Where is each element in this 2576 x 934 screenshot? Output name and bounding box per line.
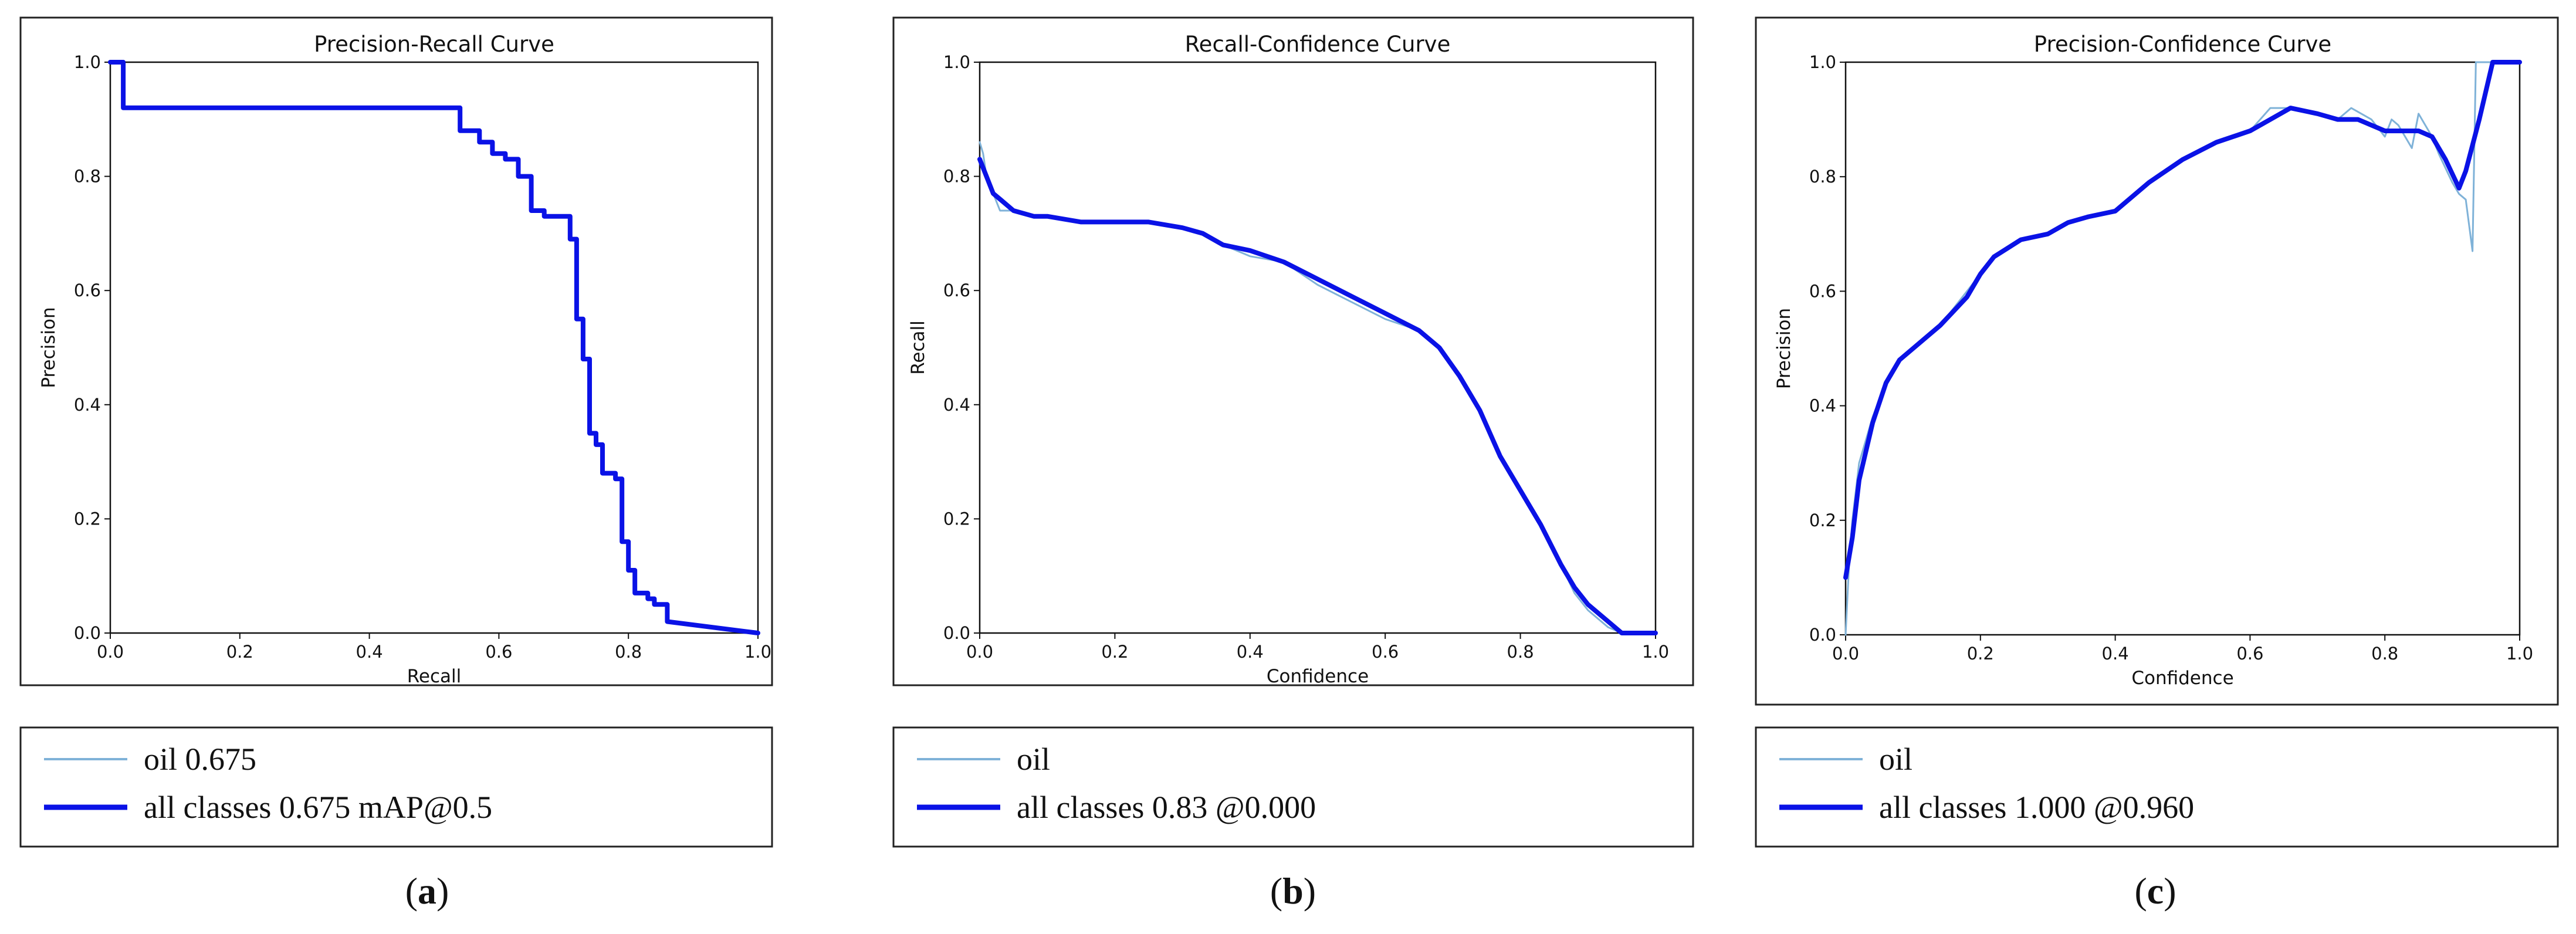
- plot-area: [979, 61, 1657, 634]
- chart-frame: [892, 16, 1694, 686]
- legend-label-all-classes: all classes 1.000 @0.960: [1879, 790, 2194, 825]
- y-axis-label: Precision: [1773, 308, 1795, 389]
- chart-frame: [19, 16, 773, 686]
- x-axis-label: Confidence: [1267, 666, 1369, 687]
- plot-area: [1844, 61, 2521, 636]
- x-tick-label: 0.6: [485, 642, 512, 662]
- x-tick-label: 0.0: [966, 642, 993, 662]
- y-tick-label: 0.8: [1809, 167, 1836, 187]
- plot-area: [109, 61, 759, 634]
- legend-label-all-classes: all classes 0.83 @0.000: [1017, 790, 1316, 825]
- chart-frame: [1755, 16, 2559, 706]
- x-axis-label: Recall: [407, 666, 462, 687]
- x-tick-label: 0.4: [1237, 642, 1264, 662]
- y-axis-label: Recall: [908, 320, 929, 375]
- x-tick-label: 0.8: [1507, 642, 1534, 662]
- series-line-all-classes: [1843, 60, 2522, 580]
- y-tick-label: 0.0: [74, 623, 101, 643]
- x-tick-label: 0.8: [615, 642, 642, 662]
- chart-panels: Precision-Recall Curve 0.0 0.2 0.4 0.6 0.8 1.0…: [19, 16, 2559, 912]
- chart-title: Precision-Confidence Curve: [2034, 32, 2331, 57]
- y-tick-label: 0.2: [1809, 510, 1836, 530]
- y-tick-label: 0.4: [1809, 396, 1836, 416]
- y-tick-label: 1.0: [943, 52, 970, 72]
- x-tick-label: 1.0: [2506, 644, 2533, 664]
- y-tick-label: 0.0: [1809, 625, 1836, 645]
- legend-frame: [1755, 726, 2559, 848]
- x-tick-label: 0.2: [1101, 642, 1128, 662]
- chart-panel-3: Precision-Confidence Curve 0.0 0.2 0.4 0.6 0.…: [1755, 16, 2559, 912]
- x-tick-label: 1.0: [744, 642, 771, 662]
- legend-label-oil: oil: [1017, 742, 1050, 777]
- y-tick-label: 0.6: [943, 280, 970, 300]
- x-tick-label: 0.6: [2236, 644, 2263, 664]
- y-tick-label: 0.8: [74, 167, 101, 187]
- chart-panel-1: Precision-Recall Curve 0.0 0.2 0.4 0.6 0.8 1.0…: [19, 16, 773, 912]
- x-tick-label: 0.0: [1832, 644, 1859, 664]
- legend: oil all classes 0.83 @0.000: [892, 726, 1694, 848]
- y-tick-label: 1.0: [74, 52, 101, 72]
- legend-label-oil: oil 0.675: [144, 742, 256, 777]
- y-tick-label: 0.4: [943, 395, 970, 415]
- y-tick-label: 1.0: [1809, 52, 1836, 72]
- y-tick-label: 0.6: [1809, 281, 1836, 301]
- legend-label-oil: oil: [1879, 742, 1912, 777]
- legend: oil all classes 1.000 @0.960: [1755, 726, 2559, 848]
- y-tick-label: 0.8: [943, 167, 970, 187]
- y-tick-label: 0.2: [74, 509, 101, 529]
- x-axis-label: Confidence: [2131, 668, 2233, 689]
- chart-title: Recall-Confidence Curve: [1185, 32, 1451, 57]
- y-tick-label: 0.2: [943, 509, 970, 529]
- panel-caption: (c): [2134, 870, 2176, 912]
- chart-title: Precision-Recall Curve: [314, 32, 554, 57]
- legend: oil 0.675 all classes 0.675 mAP@0.5: [19, 726, 773, 848]
- x-tick-label: 0.2: [226, 642, 253, 662]
- panel-caption: (a): [405, 870, 449, 912]
- chart-panel-2: Recall-Confidence Curve 0.0 0.2 0.4 0.6 0.8 1.…: [892, 16, 1694, 912]
- y-axis-label: Precision: [38, 307, 59, 388]
- x-tick-label: 1.0: [1642, 642, 1669, 662]
- legend-label-all-classes: all classes 0.675 mAP@0.5: [144, 790, 492, 825]
- y-tick-label: 0.6: [74, 280, 101, 300]
- x-tick-label: 0.6: [1372, 642, 1399, 662]
- panel-caption: (b): [1270, 870, 1316, 912]
- y-tick-label: 0.4: [74, 395, 101, 415]
- series-line-all-classes: [977, 157, 1658, 635]
- series-line-all-classes: [108, 60, 760, 635]
- legend-frame: [892, 726, 1694, 848]
- x-tick-label: 0.8: [2371, 644, 2398, 664]
- legend-frame: [19, 726, 773, 848]
- x-tick-label: 0.4: [356, 642, 383, 662]
- x-tick-label: 0.2: [1967, 644, 1994, 664]
- x-tick-label: 0.4: [2102, 644, 2129, 664]
- x-tick-label: 0.0: [97, 642, 124, 662]
- y-tick-label: 0.0: [943, 623, 970, 643]
